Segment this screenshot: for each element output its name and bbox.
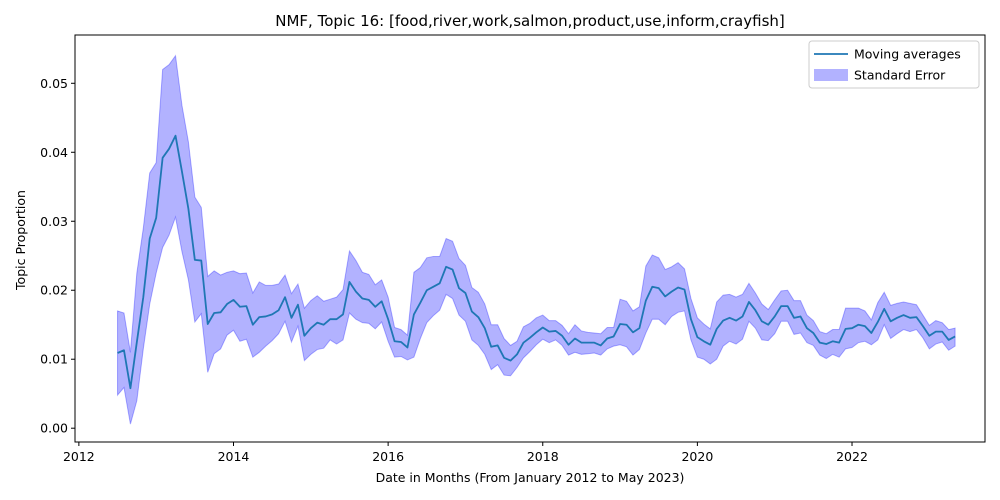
- axes: 2012 2014 2016 2018 2020 2022 0.00 0.01 0.02 0.03…: [40, 34, 986, 464]
- x-tick-label: 2016: [372, 449, 404, 464]
- moving-averages-line: [117, 134, 956, 390]
- plot-area: [117, 54, 956, 425]
- y-axis-label: Topic Proportion: [13, 190, 28, 291]
- legend-band-swatch: [814, 69, 848, 81]
- y-tick-label: 0.03: [40, 214, 68, 229]
- chart-title: NMF, Topic 16: [food,river,work,salmon,p…: [275, 12, 785, 30]
- x-tick-label: 2018: [527, 449, 559, 464]
- axes-frame: [74, 34, 986, 443]
- legend-box: [808, 40, 980, 89]
- y-tick-label: 0.05: [40, 76, 68, 91]
- x-axis-label: Date in Months (From January 2012 to May…: [376, 470, 685, 485]
- x-tick-label: 2020: [681, 449, 713, 464]
- x-tick-label: 2012: [63, 449, 95, 464]
- y-tick-label: 0.01: [40, 352, 68, 367]
- legend-label-moving-averages: Moving averages: [854, 47, 961, 62]
- legend: Moving averages Standard Error: [808, 40, 980, 89]
- y-tick-label: 0.02: [40, 283, 68, 298]
- x-tick-label: 2014: [218, 449, 250, 464]
- legend-label-standard-error: Standard Error: [854, 68, 946, 83]
- y-tick-label: 0.00: [40, 421, 68, 436]
- x-tick-label: 2022: [836, 449, 868, 464]
- y-tick-label: 0.04: [40, 145, 68, 160]
- standard-error-band: [117, 54, 956, 425]
